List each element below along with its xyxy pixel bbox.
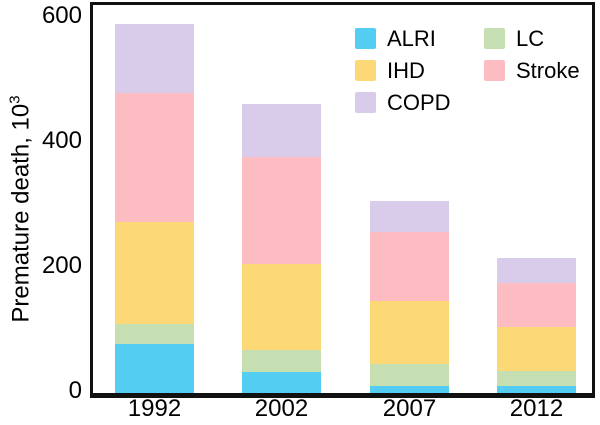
legend-swatch-icon-alri <box>355 28 376 49</box>
bar-segment-stroke-2007 <box>370 232 449 302</box>
stacked-bar-1992 <box>115 24 194 393</box>
bar-segment-lc-1992 <box>115 323 194 345</box>
legend-label-ihd: IHD <box>387 58 425 83</box>
bar-segment-copd-2007 <box>370 201 449 233</box>
legend-item-stroke: Stroke <box>484 58 580 83</box>
stacked-bar-2002 <box>242 103 321 393</box>
legend-label-copd: COPD <box>387 90 451 115</box>
bar-segment-ihd-2002 <box>242 263 321 350</box>
bar-segment-alri-2007 <box>370 386 449 393</box>
legend-column-1: ALRI IHD COPD <box>355 28 451 124</box>
legend-column-2: LC Stroke <box>484 28 580 92</box>
bar-segment-alri-2012 <box>497 385 576 393</box>
y-tick-label-0: 0 <box>68 377 82 404</box>
bar-segment-stroke-2012 <box>497 283 576 328</box>
bar-segment-ihd-1992 <box>115 222 194 324</box>
legend-swatch-icon-stroke <box>484 60 505 81</box>
legend-swatch-icon-ihd <box>355 60 376 81</box>
bar-segment-copd-1992 <box>115 24 194 93</box>
bar-segment-lc-2007 <box>370 364 449 387</box>
y-tick-label-200: 200 <box>41 252 82 279</box>
x-tick-label-2007: 2007 <box>382 395 437 422</box>
legend-swatch-icon-copd <box>355 92 376 113</box>
x-tick-label-2012: 2012 <box>509 395 564 422</box>
bar-segment-ihd-2007 <box>370 301 449 365</box>
bar-segment-alri-1992 <box>115 344 194 393</box>
legend-item-ihd: IHD <box>355 58 451 83</box>
bar-segment-stroke-2002 <box>242 157 321 264</box>
legend-label-stroke: Stroke <box>516 58 580 83</box>
stacked-bar-2007 <box>370 201 449 393</box>
legend-item-alri: ALRI <box>355 26 451 51</box>
y-tick-label-400: 400 <box>41 127 82 154</box>
bar-segment-copd-2002 <box>242 103 321 158</box>
legend-label-alri: ALRI <box>387 26 436 51</box>
legend-label-lc: LC <box>516 26 545 51</box>
y-tick-label-600: 600 <box>41 2 82 29</box>
bar-segment-lc-2002 <box>242 349 321 373</box>
bar-segment-ihd-2012 <box>497 327 576 371</box>
legend-swatch-icon-lc <box>484 28 505 49</box>
bar-segment-alri-2002 <box>242 372 321 393</box>
x-tick-label-1992: 1992 <box>127 395 182 422</box>
bar-segment-stroke-1992 <box>115 93 194 223</box>
bar-segment-lc-2012 <box>497 370 576 386</box>
legend-item-copd: COPD <box>355 90 451 115</box>
bar-segment-copd-2012 <box>497 258 576 283</box>
x-tick-label-2002: 2002 <box>254 395 309 422</box>
stacked-bar-2012 <box>497 258 576 393</box>
y-axis-title-exponent: 3 <box>6 95 24 104</box>
legend-item-lc: LC <box>484 26 580 51</box>
plot-area: ALRI IHD COPD LC Stroke <box>90 2 595 398</box>
